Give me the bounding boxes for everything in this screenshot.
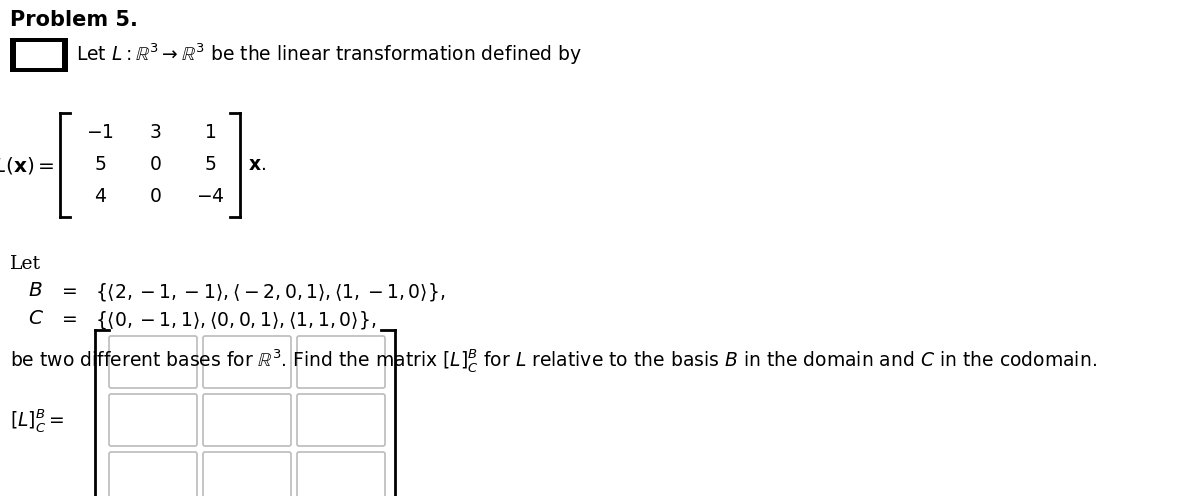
Text: $5$: $5$ (204, 156, 216, 174)
Text: $\{\langle 2,-1,-1\rangle ,\langle -2,0,1\rangle ,\langle 1,-1,0\rangle\},$: $\{\langle 2,-1,-1\rangle ,\langle -2,0,… (95, 281, 445, 303)
Text: $0$: $0$ (149, 188, 161, 206)
Text: $=$: $=$ (59, 309, 78, 327)
Text: $4$: $4$ (94, 188, 107, 206)
Text: be two different bases for $\mathbb{R}^3$. Find the matrix $[L]_C^B$ for $L$ rel: be two different bases for $\mathbb{R}^3… (10, 347, 1097, 374)
Text: Let: Let (10, 255, 41, 273)
Text: $-4$: $-4$ (196, 188, 224, 206)
Text: $0$: $0$ (149, 156, 161, 174)
FancyBboxPatch shape (203, 336, 292, 388)
Text: $=$: $=$ (59, 281, 78, 299)
Text: $\mathit{B}$: $\mathit{B}$ (28, 281, 42, 300)
FancyBboxPatch shape (203, 394, 292, 446)
FancyBboxPatch shape (109, 394, 197, 446)
Text: $3$: $3$ (149, 124, 161, 142)
Text: $\{\langle 0,-1,1\rangle ,\langle 0,0,1\rangle ,\langle 1,1,0\rangle\},$: $\{\langle 0,-1,1\rangle ,\langle 0,0,1\… (95, 309, 376, 331)
FancyBboxPatch shape (109, 452, 197, 496)
Bar (16, 42, 62, 68)
Text: Problem 5.: Problem 5. (10, 10, 138, 30)
Text: $[L]_C^B =$: $[L]_C^B =$ (10, 407, 65, 434)
Bar (10, 38, 68, 72)
FancyBboxPatch shape (109, 336, 197, 388)
Text: $\mathit{C}$: $\mathit{C}$ (28, 309, 44, 328)
Text: Let $L : \mathbb{R}^3 \rightarrow \mathbb{R}^3$ be the linear transformation def: Let $L : \mathbb{R}^3 \rightarrow \mathb… (76, 41, 582, 67)
FancyBboxPatch shape (298, 336, 385, 388)
FancyBboxPatch shape (203, 452, 292, 496)
Text: $\mathbf{x}.$: $\mathbf{x}.$ (248, 156, 266, 174)
Text: $-1$: $-1$ (86, 124, 114, 142)
Text: $1$: $1$ (204, 124, 216, 142)
FancyBboxPatch shape (298, 452, 385, 496)
Text: $5$: $5$ (94, 156, 106, 174)
Text: $L(\mathbf{x}) = $: $L(\mathbf{x}) = $ (0, 154, 55, 176)
FancyBboxPatch shape (298, 394, 385, 446)
